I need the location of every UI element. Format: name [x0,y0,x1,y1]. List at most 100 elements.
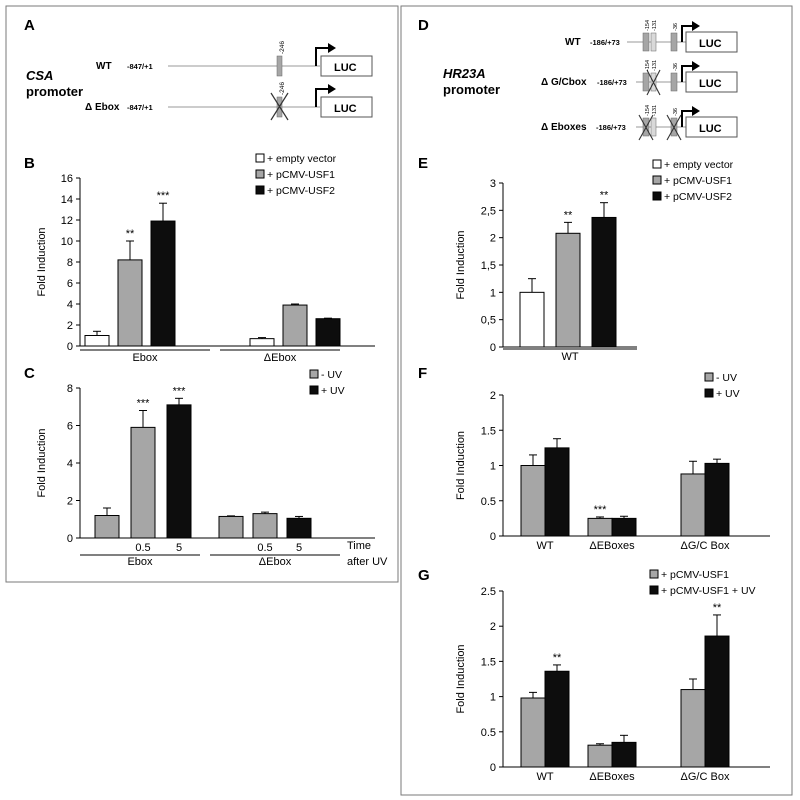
y-tick-label: 8 [67,257,73,269]
legend-label: + empty vector [267,153,337,165]
construct-d: HR23A promoter WT -186/+73 -154 -131 -36… [443,20,738,141]
bar [587,744,613,768]
panel-letter-e: E [418,155,428,172]
csa-wt-ebox [276,55,283,77]
legend-label: + pCMV-USF1 [661,569,729,581]
hr23a-dgc-site-3: -36 [673,63,679,71]
chart-g: 0 0.5 1 1.5 2 2.5 Fold Induction ** WT ΔEBoxes ** Δ… [455,569,770,783]
x-group-label: WT [536,771,553,783]
hr23a-wt-site-2: -131 [652,20,658,31]
csa-debox-label: Δ Ebox [85,102,120,113]
legend-swatch [255,169,265,179]
bar [680,689,706,768]
hr23a-deb-arrowhead [692,106,700,116]
time-label-line-2: after UV [347,556,388,568]
y-tick-label: 1,5 [481,260,496,272]
hr23a-dgc-tss-arrow [681,65,692,82]
time-label-line-1: Time [347,540,371,552]
significance-label: ** [564,209,573,221]
hr23a-deb-site-1: -154 [645,105,651,116]
hr23a-wt-luc: LUC [699,38,722,50]
bar [130,426,156,539]
bar [587,517,613,537]
bar [252,513,278,539]
hr23a-wt-ebox1 [642,32,650,52]
hr23a-deb-cross-4 [666,114,682,141]
y-axis-label: Fold Induction [455,431,467,500]
y-tick-label: 6 [67,421,73,433]
legend-swatch [309,385,319,395]
hr23a-wt-luc-box [685,31,738,53]
y-tick-label: 2,5 [481,205,496,217]
y-tick-label: 8 [67,383,73,395]
csa-debox-range: -847/+1 [127,103,153,112]
y-tick-label: 2 [490,233,496,245]
bar [166,404,192,539]
hr23a-dgc-label: Δ G/Cbox [541,77,587,88]
y-axis-label: Fold Induction [36,227,48,296]
chart-f: 0 0.5 1 1.5 2 Fold Induction WT *** ΔEBoxes ΔG/C … [455,372,770,552]
y-tick-label: 0.5 [481,496,496,508]
y-tick-label: 2 [67,320,73,332]
significance-label: *** [173,385,187,397]
bar [544,670,570,768]
legend-label: + pCMV-USF2 [267,185,335,197]
panel-letter-c: C [24,365,35,382]
x-tick-label: 5 [176,542,182,554]
y-tick-label: 0,5 [481,315,496,327]
x-group-label: WT [536,540,553,552]
hr23a-wt-gcbox [650,32,657,52]
significance-label: ** [713,602,722,614]
hr23a-wt-label: WT [565,37,581,48]
y-tick-label: 6 [67,278,73,290]
legend-label: + UV [716,388,740,400]
y-tick-label: 12 [61,215,73,227]
panel-letter-a: A [24,17,35,34]
csa-wt-range: -847/+1 [127,62,153,71]
y-tick-label: 14 [61,194,73,206]
hr23a-deb-label: Δ Eboxes [541,122,587,133]
csa-wt-tss-arrow [315,47,328,66]
legend-label: - UV [716,372,737,384]
bar [704,635,730,768]
bar [680,473,706,537]
bar [84,335,110,347]
bar [704,462,730,537]
legend-swatch [652,175,662,185]
csa-promoter-name: CSA [26,68,53,83]
csa-debox-luc-box [320,96,373,118]
y-tick-label: 1 [490,692,496,704]
hr23a-wt-arrowhead [692,21,700,31]
csa-wt-site: -246 [279,41,286,54]
y-axis-label: Fold Induction [455,230,467,299]
y-tick-label: 2 [490,621,496,633]
bar [555,232,581,348]
y-tick-label: 2 [67,496,73,508]
bar [218,515,244,539]
x-group-label: ΔEbox [259,556,292,568]
hr23a-promoter-word: promoter [443,82,500,97]
right-frame [400,5,793,796]
hr23a-dgc-site-1: -154 [645,60,651,71]
x-tick-label: 0.5 [257,542,272,554]
hr23a-dgc-cross-2 [646,69,661,96]
bar [520,465,546,537]
y-axis-label: Fold Induction [36,428,48,497]
chart-e: 0 0,5 1 1,5 2 2,5 3 Fold Induction ** ** WT + empty… [455,159,734,363]
y-tick-label: 1 [490,287,496,299]
y-tick-label: 0 [490,762,496,774]
bar [519,291,545,348]
legend-label: + pCMV-USF1 [664,175,732,187]
y-tick-label: 0 [67,341,73,353]
legend-label: + empty vector [664,159,734,171]
y-tick-label: 4 [67,299,73,311]
legend-label: + UV [321,385,345,397]
y-tick-label: 16 [61,173,73,185]
x-tick-label: 5 [296,542,302,554]
y-tick-label: 2 [490,390,496,402]
y-tick-label: 2.5 [481,586,496,598]
y-tick-label: 10 [61,236,73,248]
csa-debox-arrowhead [328,84,336,94]
